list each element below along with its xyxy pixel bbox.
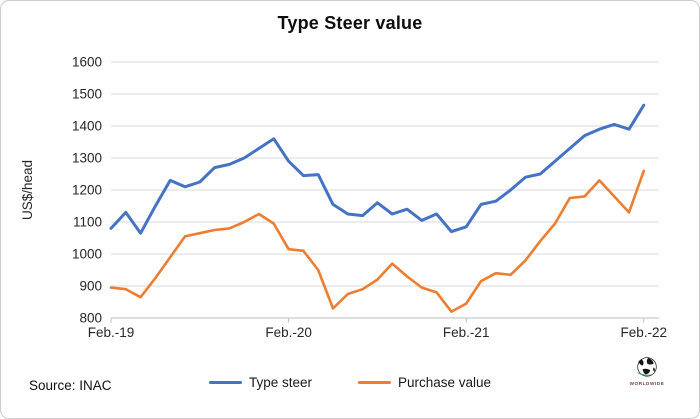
y-tick-label: 1000 (72, 247, 102, 262)
legend-label-purchase-value: Purchase value (397, 375, 492, 390)
line-chart-canvas: 800 900 1000 1100 1200 1300 1400 1500 1600 Feb.-1… (20, 55, 668, 340)
y-tick-label: 1100 (73, 215, 102, 230)
worldwide-logo-text: WORLDWIDE (629, 381, 665, 386)
y-tick-label: 1200 (72, 183, 102, 198)
legend: Type steer Purchase value (1, 375, 699, 390)
y-tick-label: 900 (79, 279, 102, 294)
purchase-value-line-swatch (357, 380, 391, 385)
x-tick-label: Feb.-21 (443, 325, 490, 340)
legend-label-type-steer: Type steer (248, 375, 312, 390)
y-tick-label: 1600 (72, 55, 102, 70)
legend-item-type-steer: Type steer (208, 375, 312, 390)
y-tick-label: 1500 (72, 87, 102, 102)
chart-title: Type Steer value (277, 13, 423, 33)
type-steer-line-swatch (208, 380, 242, 385)
x-tick-label: Feb.-19 (88, 325, 135, 340)
legend-item-purchase-value: Purchase value (357, 375, 492, 390)
y-tick-label: 800 (79, 311, 102, 326)
worldwide-logo: WORLDWIDE (623, 355, 671, 387)
source-note: Source: INAC (29, 378, 112, 393)
globe-icon (635, 357, 659, 377)
y-tick-label: 1400 (72, 119, 102, 134)
x-tick-label: Feb.-22 (621, 325, 668, 340)
type-steer-line (109, 103, 646, 235)
x-tick-label: Feb.-20 (265, 325, 312, 340)
y-tick-label: 1300 (72, 151, 102, 166)
purchase-value-line (109, 169, 646, 313)
y-axis-title: US$/head (20, 160, 35, 220)
